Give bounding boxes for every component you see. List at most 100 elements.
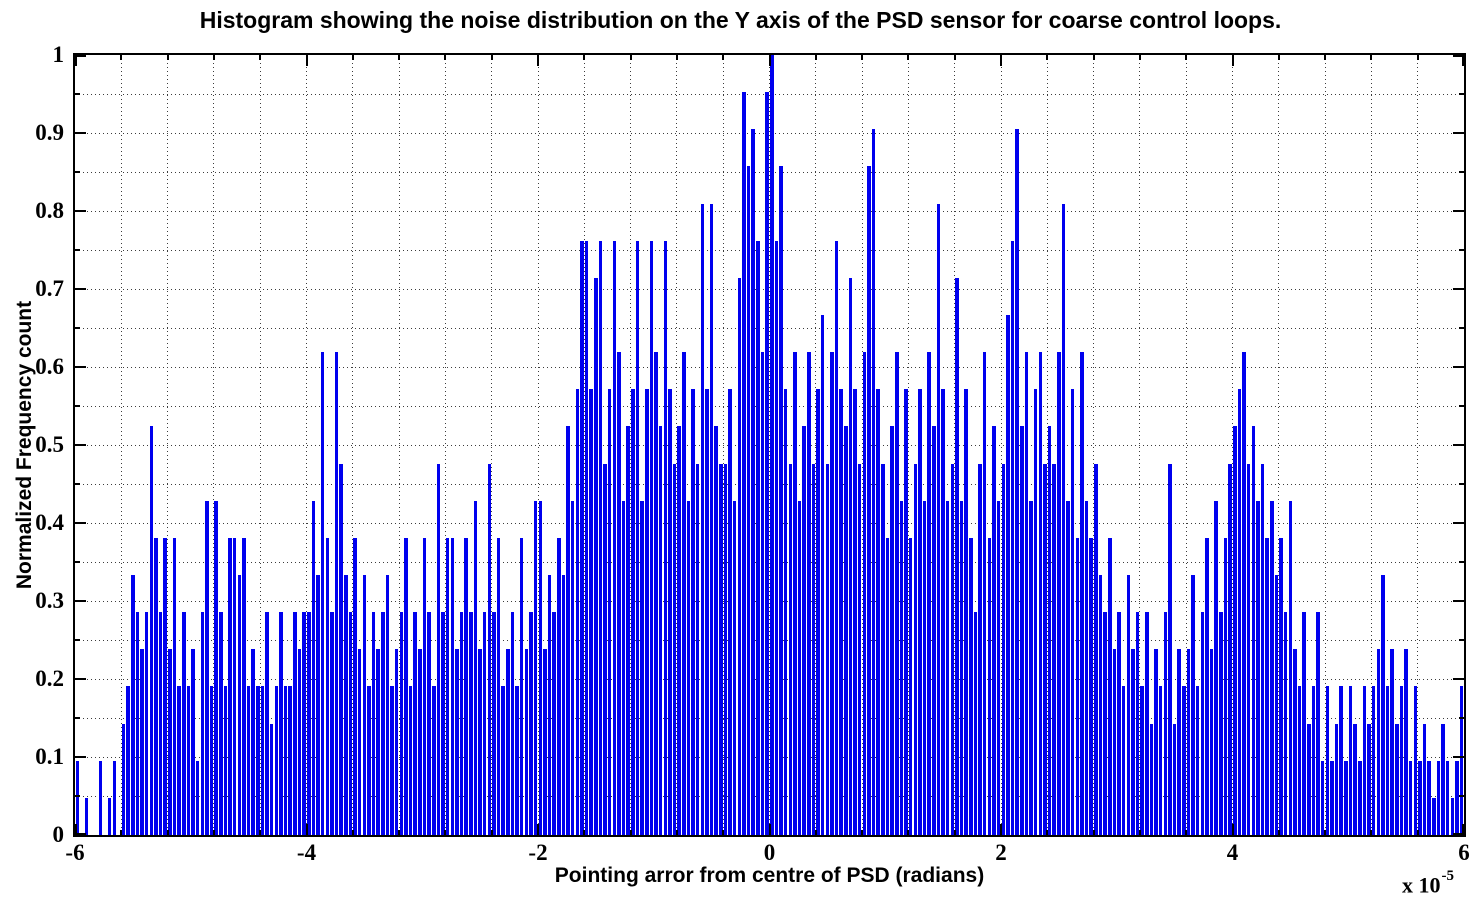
histogram-bar	[422, 537, 427, 835]
histogram-bar	[1251, 426, 1256, 835]
horizontal-gridline	[75, 132, 1464, 134]
axis-tick	[1453, 600, 1464, 602]
histogram-bar	[1371, 686, 1376, 835]
histogram-bar	[774, 240, 779, 835]
x-tick-label: -4	[296, 840, 317, 865]
axis-tick	[75, 132, 86, 134]
histogram-bar	[1126, 575, 1131, 835]
histogram-bar	[783, 389, 788, 835]
histogram-bar	[112, 760, 117, 835]
histogram-bar	[1233, 426, 1237, 835]
horizontal-gridline	[75, 639, 1464, 641]
histogram-bar	[1195, 686, 1200, 835]
axis-tick	[629, 830, 632, 835]
axis-tick	[1092, 55, 1095, 60]
histogram-bar	[580, 240, 584, 835]
axis-tick	[861, 830, 864, 835]
axis-tick	[305, 824, 308, 835]
horizontal-gridline	[75, 249, 1464, 251]
histogram-bar	[936, 203, 941, 835]
histogram-bar	[1020, 426, 1024, 835]
histogram-bar	[927, 352, 931, 835]
histogram-bar	[1135, 612, 1140, 835]
histogram-bar	[404, 537, 408, 835]
histogram-bar	[700, 203, 705, 835]
histogram-bar	[524, 649, 529, 835]
histogram-bar	[1297, 686, 1302, 835]
histogram-bar	[1427, 760, 1431, 835]
histogram-bar	[825, 463, 830, 835]
histogram-bar	[1348, 686, 1353, 835]
histogram-bar	[1441, 723, 1445, 835]
horizontal-gridline	[75, 288, 1464, 290]
histogram-bar	[394, 649, 399, 835]
histogram-bar	[283, 686, 288, 835]
histogram-bar	[1408, 760, 1413, 835]
axis-tick	[75, 600, 86, 602]
histogram-bar	[793, 352, 797, 835]
histogram-bar	[1029, 500, 1033, 835]
horizontal-gridline	[75, 171, 1464, 173]
axis-tick	[1453, 833, 1464, 835]
histogram-bar	[427, 612, 431, 835]
histogram-bar	[969, 537, 973, 835]
histogram-bar	[307, 612, 311, 835]
y-tick-label: 0.4	[35, 510, 64, 535]
histogram-bar	[237, 575, 242, 835]
histogram-bar	[334, 352, 339, 835]
axis-tick	[444, 830, 447, 835]
histogram-bar	[1385, 686, 1390, 835]
histogram-bar	[1237, 389, 1242, 835]
histogram-bar	[473, 500, 478, 835]
histogram-bar	[228, 537, 232, 835]
axis-tick	[1416, 830, 1419, 835]
histogram-bar	[381, 612, 385, 835]
histogram-bar	[330, 612, 334, 835]
histogram-bar	[945, 500, 950, 835]
histogram-bar	[1168, 463, 1172, 835]
plot-area	[73, 53, 1466, 837]
axis-tick	[583, 55, 586, 60]
histogram-bar	[1145, 612, 1149, 835]
histogram-bar	[658, 426, 663, 835]
axis-tick	[1000, 55, 1002, 66]
bars-layer	[75, 55, 1464, 835]
axis-tick	[75, 639, 80, 641]
histogram-bar	[802, 426, 806, 835]
histogram-bar	[1084, 500, 1089, 835]
histogram-bar	[260, 686, 265, 835]
axis-tick	[1324, 830, 1327, 835]
axis-tick	[75, 210, 86, 212]
x-tick-label: 6	[1458, 840, 1470, 865]
histogram-bar	[506, 649, 510, 835]
histogram-bar	[941, 389, 945, 835]
histogram-bar	[348, 612, 353, 835]
horizontal-gridline	[75, 327, 1464, 329]
axis-tick	[1453, 366, 1464, 368]
axis-tick	[75, 833, 86, 835]
histogram-bar	[885, 537, 890, 835]
histogram-bar	[1205, 537, 1209, 835]
histogram-bar	[1121, 686, 1126, 835]
axis-tick	[1185, 55, 1188, 60]
histogram-bar	[464, 537, 468, 835]
axis-tick	[75, 678, 86, 680]
histogram-bar	[200, 612, 205, 835]
histogram-bar	[1459, 686, 1464, 835]
histogram-bar	[436, 463, 441, 835]
horizontal-gridline	[75, 483, 1464, 485]
histogram-bar	[566, 426, 570, 835]
histogram-bar	[168, 649, 172, 835]
histogram-bar	[816, 389, 820, 835]
histogram-bar	[515, 686, 519, 835]
axis-tick	[1459, 483, 1464, 485]
histogram-bar	[649, 240, 654, 835]
axis-tick	[1453, 444, 1464, 446]
histogram-bar	[121, 723, 126, 835]
histogram-bar	[617, 352, 621, 835]
histogram-bar	[1445, 760, 1450, 835]
histogram-bar	[552, 612, 556, 835]
histogram-bar	[899, 500, 904, 835]
histogram-bar	[682, 352, 686, 835]
histogram-bar	[765, 92, 769, 835]
